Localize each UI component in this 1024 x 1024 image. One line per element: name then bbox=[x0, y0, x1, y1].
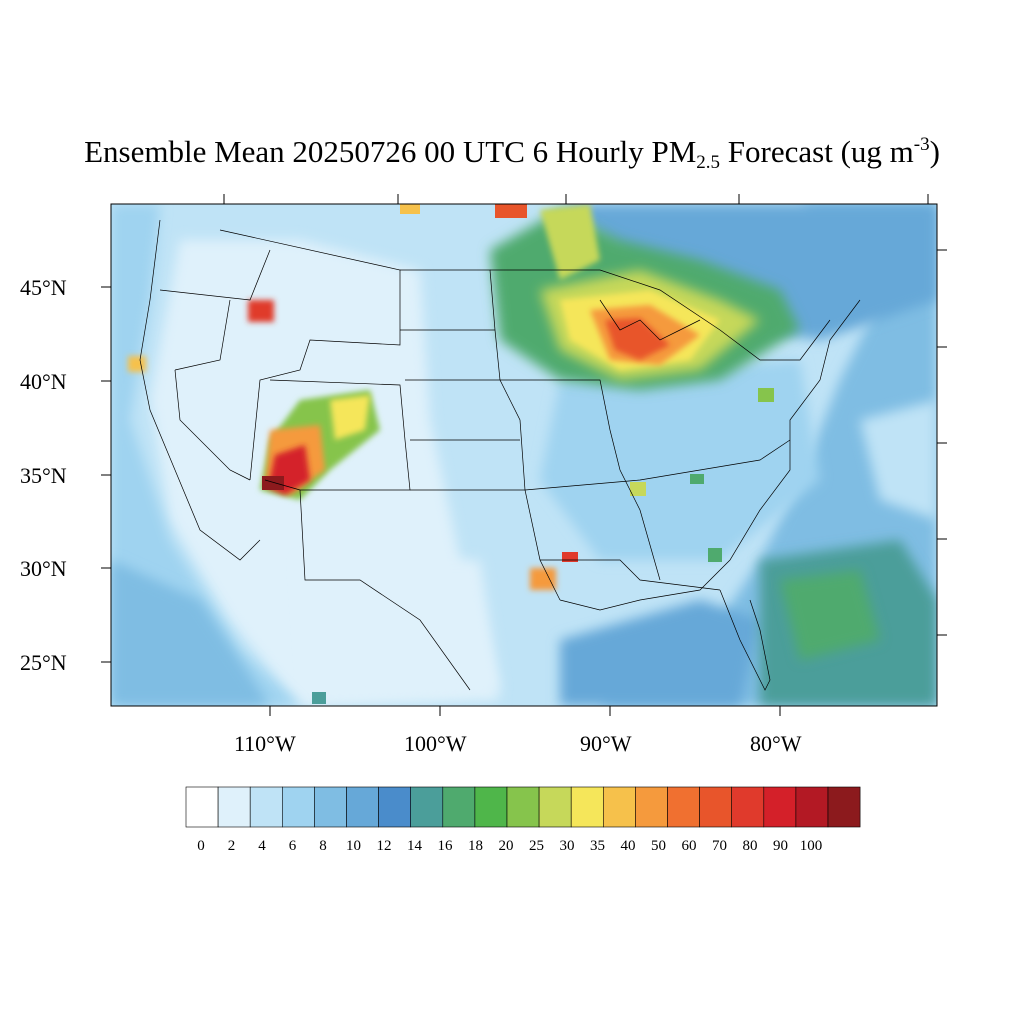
great-lakes-outline bbox=[599, 299, 701, 341]
lat-label-45n: 45°N bbox=[20, 275, 67, 300]
hotspot-tennessee bbox=[630, 482, 646, 496]
fire-plume-colorado bbox=[330, 395, 370, 440]
colorbar-tick-label: 35 bbox=[590, 838, 605, 854]
fire-hotspot-saskatchewan bbox=[400, 204, 420, 214]
colorbar-box bbox=[763, 786, 797, 828]
plains-divisions bbox=[400, 329, 525, 491]
colorbar-tick-label: 70 bbox=[712, 838, 727, 854]
east-coastline bbox=[559, 299, 861, 611]
title-close: ) bbox=[929, 134, 940, 169]
title-subscript: 2.5 bbox=[696, 152, 721, 173]
boundaries bbox=[139, 219, 861, 691]
title-text: Ensemble Mean 20250726 00 UTC 6 Hourly P… bbox=[84, 134, 697, 169]
fire-hotspot-california bbox=[128, 356, 146, 372]
colorbar-tick-label: 4 bbox=[258, 838, 266, 854]
colorbar-box bbox=[410, 786, 444, 828]
colorbar-tick-label: 12 bbox=[376, 838, 392, 854]
colorbar-tick-label: 2 bbox=[227, 838, 236, 854]
colorbar-box bbox=[185, 786, 219, 828]
hotspot-mexico bbox=[312, 692, 326, 704]
hotspot-virginia bbox=[758, 388, 774, 402]
colorbar-box bbox=[506, 786, 540, 828]
hotspot-carolina bbox=[690, 474, 704, 484]
colorbar-tick-label: 8 bbox=[319, 838, 327, 854]
colorbar-box bbox=[538, 786, 572, 828]
colorbar-tick-label: 50 bbox=[651, 838, 666, 854]
hotspot-mississippi bbox=[562, 552, 578, 562]
colorbar-tick-label: 80 bbox=[742, 838, 758, 854]
pacific-northwest-states bbox=[159, 249, 271, 481]
light-region-texas bbox=[300, 560, 500, 700]
west-coastline bbox=[139, 219, 261, 561]
plume-north-arm bbox=[540, 204, 600, 280]
plume-red bbox=[605, 318, 670, 360]
title-units: Forecast (ug m bbox=[720, 134, 914, 169]
lon-label-110w: 110°W bbox=[234, 731, 296, 756]
colorbar-tick-label: 25 bbox=[529, 838, 544, 854]
lat-label-30n: 30°N bbox=[20, 556, 67, 581]
colorbar-box bbox=[570, 786, 604, 828]
hotspot-louisiana bbox=[530, 568, 556, 590]
lat-label-25n: 25°N bbox=[20, 650, 67, 675]
axis-ticks bbox=[101, 194, 947, 716]
colorbar-tick-label: 60 bbox=[681, 838, 697, 854]
canada-east-field bbox=[560, 204, 937, 340]
colorbar-box bbox=[667, 786, 700, 828]
colorbar bbox=[185, 786, 861, 828]
florida-outline bbox=[719, 589, 771, 691]
southwest-border bbox=[299, 489, 471, 691]
four-corners-states bbox=[264, 379, 411, 491]
colorbar-box bbox=[249, 786, 283, 828]
colorbar-box bbox=[474, 786, 508, 828]
fire-hotspot-manitoba bbox=[495, 204, 527, 218]
plains-states bbox=[400, 269, 561, 601]
colorbar-box bbox=[731, 786, 765, 828]
colorbar-box bbox=[378, 786, 412, 828]
southeast-states bbox=[524, 439, 791, 591]
title-superscript: -3 bbox=[913, 134, 930, 155]
colorbar-box bbox=[795, 786, 829, 828]
colorbar-tick-label: 100 bbox=[799, 838, 823, 854]
map-frame bbox=[110, 203, 938, 707]
colorbar-tick-label: 30 bbox=[559, 838, 575, 854]
fire-hotspot-idaho bbox=[248, 300, 274, 322]
lat-label-35n: 35°N bbox=[20, 463, 67, 488]
colorbar-tick-label: 18 bbox=[468, 838, 483, 854]
gulf-field bbox=[560, 600, 760, 706]
midwest-states bbox=[500, 379, 661, 581]
atlantic-light-patch bbox=[860, 400, 937, 520]
colorbar-box bbox=[602, 786, 636, 828]
colorbar-box bbox=[281, 786, 315, 828]
pacific-field bbox=[111, 204, 300, 706]
colorbar-tick-label: 14 bbox=[407, 838, 422, 854]
atlantic-green-patch bbox=[780, 570, 880, 660]
colorbar-box bbox=[314, 786, 347, 828]
colorbar-box bbox=[217, 786, 251, 828]
lon-label-80w: 80°W bbox=[750, 731, 802, 756]
fire-hotspot-core bbox=[262, 476, 284, 490]
colorbar-tick-label: 40 bbox=[620, 838, 636, 854]
map-title: Ensemble Mean 20250726 00 UTC 6 Hourly P… bbox=[0, 134, 1024, 174]
lat-label-40n: 40°N bbox=[20, 369, 67, 394]
colorbar-tick-label: 90 bbox=[773, 838, 788, 854]
colorbar-tick-label: 0 bbox=[197, 838, 205, 854]
colorbar-tick-label: 6 bbox=[288, 838, 297, 854]
lon-label-100w: 100°W bbox=[404, 731, 467, 756]
pacific-deep-field bbox=[111, 560, 270, 706]
colorbar-tick-label: 10 bbox=[346, 838, 361, 854]
colorbar-box bbox=[699, 786, 732, 828]
colorbar-tick-label: 20 bbox=[498, 838, 514, 854]
canada-border bbox=[490, 269, 831, 361]
map-field bbox=[111, 204, 937, 706]
colorbar-box bbox=[827, 786, 861, 828]
colorbar-tick-label: 16 bbox=[437, 838, 453, 854]
east-us-field bbox=[540, 360, 820, 560]
colorbar-box bbox=[635, 786, 668, 828]
hotspot-georgia bbox=[708, 548, 722, 562]
colorbar-box bbox=[346, 786, 379, 828]
lon-label-90w: 90°W bbox=[580, 731, 632, 756]
colorbar-box bbox=[442, 786, 476, 828]
